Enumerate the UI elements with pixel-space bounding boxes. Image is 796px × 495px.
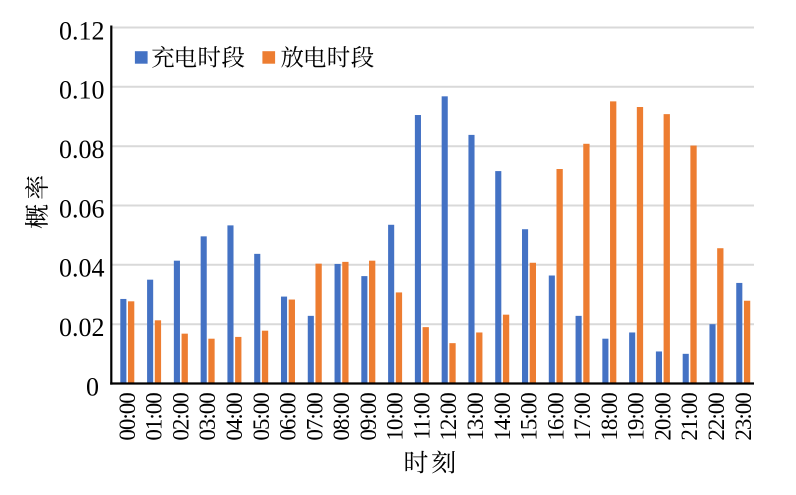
svg-text:12:00: 12:00 (436, 393, 461, 441)
svg-text:16:00: 16:00 (543, 393, 568, 441)
svg-text:20:00: 20:00 (651, 393, 676, 441)
svg-text:18:00: 18:00 (597, 393, 622, 441)
svg-text:21:00: 21:00 (677, 393, 702, 441)
svg-text:05:00: 05:00 (249, 393, 274, 441)
svg-text:07:00: 07:00 (302, 393, 327, 441)
svg-text:10:00: 10:00 (383, 393, 408, 441)
svg-text:15:00: 15:00 (517, 393, 542, 441)
svg-text:22:00: 22:00 (704, 393, 729, 441)
svg-text:0: 0 (86, 372, 99, 401)
svg-text:0.02: 0.02 (59, 313, 105, 342)
svg-text:0.12: 0.12 (59, 16, 105, 45)
svg-text:01:00: 01:00 (142, 393, 167, 441)
svg-text:08:00: 08:00 (329, 393, 354, 441)
svg-text:09:00: 09:00 (356, 393, 381, 441)
svg-text:00:00: 00:00 (115, 393, 140, 441)
svg-text:04:00: 04:00 (222, 393, 247, 441)
svg-text:17:00: 17:00 (570, 393, 595, 441)
svg-text:0.10: 0.10 (59, 76, 105, 105)
svg-text:0.06: 0.06 (59, 194, 105, 223)
svg-text:13:00: 13:00 (463, 393, 488, 441)
svg-text:0.08: 0.08 (59, 135, 105, 164)
svg-text:06:00: 06:00 (276, 393, 301, 441)
svg-text:03:00: 03:00 (195, 393, 220, 441)
svg-text:02:00: 02:00 (168, 393, 193, 441)
svg-text:14:00: 14:00 (490, 393, 515, 441)
svg-text:0.04: 0.04 (59, 254, 105, 283)
svg-text:23:00: 23:00 (731, 393, 756, 441)
svg-text:19:00: 19:00 (624, 393, 649, 441)
svg-text:11:00: 11:00 (409, 393, 434, 440)
